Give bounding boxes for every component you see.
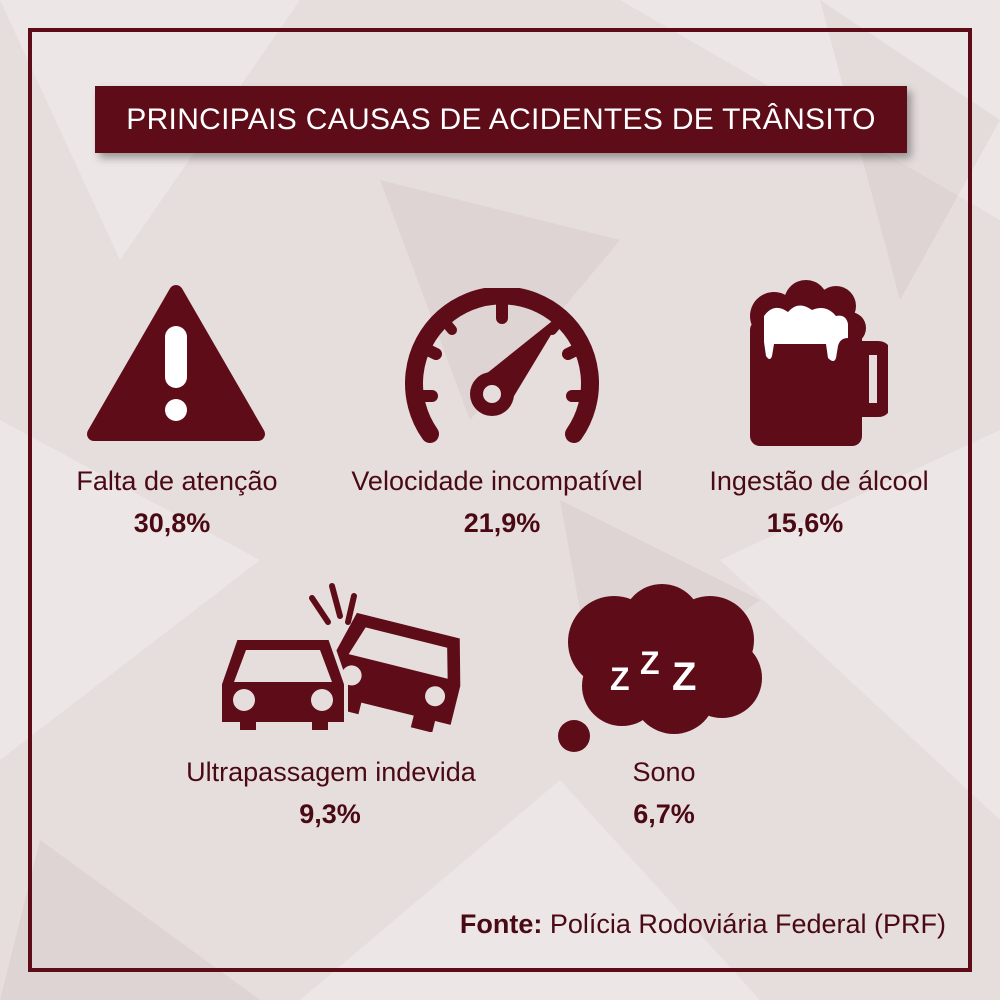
cause-label-ingestao-de-alcool: Ingestão de álcool bbox=[709, 466, 929, 496]
cause-label-ultrapassagem-indevida: Ultrapassagem indevida bbox=[186, 757, 476, 787]
cause-value-ultrapassagem-indevida: 9,3% bbox=[299, 799, 361, 829]
cause-value-sono: 6,7% bbox=[633, 799, 695, 829]
sleep-cloud-icon: Z Z Z bbox=[552, 582, 766, 752]
svg-text:Z: Z bbox=[610, 661, 630, 697]
page-title: PRINCIPAIS CAUSAS DE ACIDENTES DE TRÂNSI… bbox=[126, 102, 876, 136]
cause-value-falta-de-atencao: 30,8% bbox=[133, 508, 211, 538]
border-frame bbox=[28, 28, 972, 972]
source-prefix: Fonte: bbox=[459, 909, 543, 939]
svg-text:Z: Z bbox=[672, 655, 696, 699]
beer-mug-icon bbox=[744, 280, 888, 446]
warning-triangle-icon bbox=[86, 278, 266, 446]
cause-label-velocidade-incompativel: Velocidade incompatível bbox=[351, 466, 643, 496]
cause-value-velocidade-incompativel: 21,9% bbox=[463, 508, 541, 538]
cause-label-falta-de-atencao: Falta de atenção bbox=[76, 466, 278, 496]
car-crash-icon bbox=[214, 582, 464, 732]
cause-label-sono: Sono bbox=[632, 757, 696, 787]
source-note: Fonte: Polícia Rodoviária Federal (PRF) bbox=[460, 909, 946, 940]
title-banner: PRINCIPAIS CAUSAS DE ACIDENTES DE TRÂNSI… bbox=[95, 86, 907, 153]
speedometer-icon bbox=[398, 288, 606, 446]
source-text: Polícia Rodoviária Federal (PRF) bbox=[542, 909, 946, 939]
cause-value-ingestao-de-alcool: 15,6% bbox=[766, 508, 844, 538]
svg-text:Z: Z bbox=[640, 645, 660, 681]
